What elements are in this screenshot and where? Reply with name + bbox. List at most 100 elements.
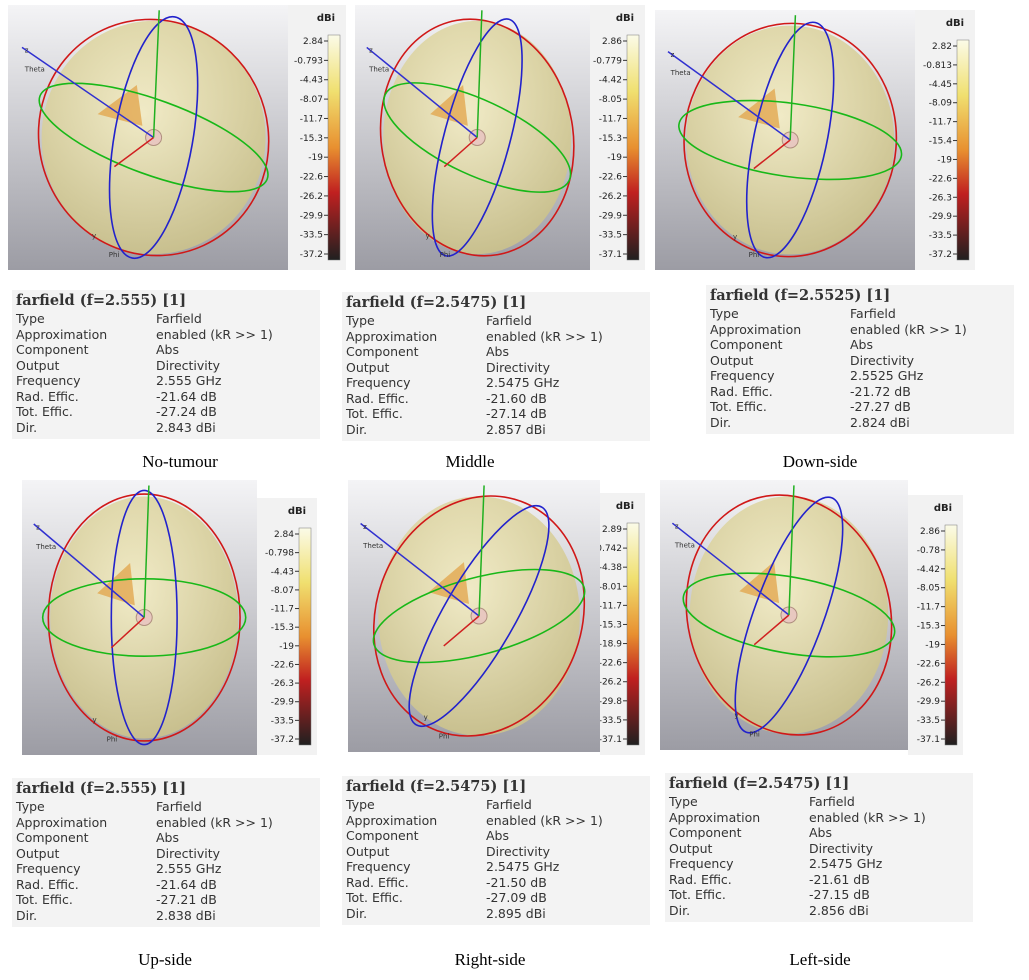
colorbar-tick-label: -8.09 xyxy=(929,99,953,109)
row-key: Tot. Effic. xyxy=(669,887,726,902)
table-row: Approximation enabled (kR >> 1) xyxy=(710,322,1010,338)
table-row: Approximation enabled (kR >> 1) xyxy=(16,815,316,831)
caption: Middle xyxy=(445,452,495,471)
table-row: Output Directivity xyxy=(16,846,316,862)
table-title: farfield (f=2.5475) [1] xyxy=(346,778,527,795)
green-ring xyxy=(682,572,896,658)
table-row: Output Directivity xyxy=(16,358,316,374)
axis-label: Theta xyxy=(35,543,56,551)
axis-label: z xyxy=(36,524,40,532)
row-key: Dir. xyxy=(710,414,732,430)
colorbar-tick-label: -29.8 xyxy=(600,697,622,707)
row-value: 2.555 GHz xyxy=(156,861,222,876)
row-value: Directivity xyxy=(486,843,551,859)
colorbar: dBi 2.86 -0.78 -4.42 -8.05 -11.7 -15.3 -19 -22.6… xyxy=(908,495,963,755)
red-ring xyxy=(372,495,586,737)
colorbar-tick-label: -11.7 xyxy=(917,603,940,613)
axis-label: Theta xyxy=(674,542,695,550)
table-row: Dir. 2.843 dBi xyxy=(16,420,316,436)
row-value: 2.5525 GHz xyxy=(850,368,924,383)
colorbar-tick-label: -33.5 xyxy=(599,231,622,241)
row-value: Farfield xyxy=(809,794,855,809)
colorbar-tick-label: -15.3 xyxy=(600,620,622,630)
colorbar-tick-label: -4.38 xyxy=(600,563,622,573)
row-value: enabled (kR >> 1) xyxy=(156,326,273,342)
colorbar-tick-label: -11.7 xyxy=(300,114,323,124)
colorbar-tick-label: -22.6 xyxy=(917,659,941,669)
farfield-plot: z Theta Phi y xyxy=(660,480,908,750)
colorbar: dBi 2.89 -0.742 -4.38 -8.01 -11.7 -15.3 -18.9 -2… xyxy=(600,493,645,755)
row-key: Frequency xyxy=(710,368,775,383)
colorbar-tick-label: -22.6 xyxy=(271,660,295,670)
axis-label: z xyxy=(675,523,679,531)
info-table: farfield (f=2.555) [1] Type Farfield Approx… xyxy=(12,290,320,439)
row-value: enabled (kR >> 1) xyxy=(850,321,967,337)
colorbar-tick-label: 2.84 xyxy=(303,37,323,47)
x-axis xyxy=(753,139,791,170)
table-title: farfield (f=2.5525) [1] xyxy=(710,287,891,304)
colorbar-tick-label: -11.7 xyxy=(600,601,622,611)
lobe xyxy=(738,88,780,129)
colorbar: dBi 2.82 -0.813 -4.45 -8.09 -11.7 -15.4 -19 -22.… xyxy=(915,10,975,270)
row-value: -27.09 dB xyxy=(486,890,547,905)
row-key: Type xyxy=(16,799,45,814)
colorbar-tick-label: -37.2 xyxy=(271,735,294,745)
colorbar-tick-label: -4.43 xyxy=(271,567,294,577)
row-value: -27.27 dB xyxy=(850,399,911,414)
row-value: 2.856 dBi xyxy=(809,902,869,918)
colorbar-tick-label: -4.43 xyxy=(300,76,323,86)
row-value: -27.24 dB xyxy=(156,404,217,419)
row-value: -21.60 dB xyxy=(486,390,547,406)
colorbar-tick-label: -37.2 xyxy=(300,250,323,260)
row-key: Type xyxy=(669,794,698,809)
colorbar-tick-label: -22.6 xyxy=(600,659,622,669)
row-value: -27.14 dB xyxy=(486,406,547,421)
row-key: Component xyxy=(16,342,89,357)
row-key: Frequency xyxy=(669,856,734,871)
red-ring xyxy=(683,22,898,258)
farfield-plot: z Theta Phi y xyxy=(8,5,288,270)
table-row: Output Directivity xyxy=(346,844,646,860)
row-value: enabled (kR >> 1) xyxy=(156,814,273,830)
row-key: Tot. Effic. xyxy=(16,404,73,419)
colorbar-tick-label: 2.89 xyxy=(602,525,622,535)
colorbar-tick-label: -11.7 xyxy=(271,605,294,615)
colorbar-bar xyxy=(626,34,640,261)
colorbar-tick-label: -33.5 xyxy=(300,231,323,241)
row-value: Directivity xyxy=(486,359,551,375)
axis-label: y xyxy=(424,713,428,721)
colorbar-tick-label: -37.2 xyxy=(929,250,952,260)
y-axis xyxy=(789,15,797,141)
row-key: Approximation xyxy=(346,812,438,828)
blue-ring xyxy=(734,496,844,734)
colorbar-tick-label: -26.3 xyxy=(929,193,952,203)
colorbar-tick-label: -4.42 xyxy=(917,565,940,575)
table-row: Rad. Effic. -21.61 dB xyxy=(669,872,969,888)
colorbar-unit: dBi xyxy=(317,13,335,24)
table-row: Type Farfield xyxy=(710,306,1010,322)
row-value: 2.895 dBi xyxy=(486,905,546,921)
row-key: Approximation xyxy=(710,321,802,337)
colorbar-tick-label: -4.42 xyxy=(599,76,622,86)
table-row: Component Abs xyxy=(346,344,646,360)
row-key: Component xyxy=(669,825,742,840)
row-value: Farfield xyxy=(486,797,532,812)
colorbar-tick-label: -33.5 xyxy=(917,716,940,726)
row-key: Component xyxy=(16,830,89,845)
table-row: Dir. 2.895 dBi xyxy=(346,906,646,922)
row-value: -27.15 dB xyxy=(809,887,870,902)
lobe xyxy=(430,85,468,126)
row-value: 2.5475 GHz xyxy=(809,856,883,871)
colorbar-tick-label: -11.7 xyxy=(929,118,952,128)
table-title: farfield (f=2.5475) [1] xyxy=(346,294,527,311)
info-table: farfield (f=2.5475) [1] Type Farfield Appro… xyxy=(342,292,650,441)
red-ring xyxy=(37,18,270,257)
table-row: Approximation enabled (kR >> 1) xyxy=(16,327,316,343)
table-row: Tot. Effic. -27.24 dB xyxy=(16,404,316,420)
row-value: 2.555 GHz xyxy=(156,373,222,388)
row-value: -21.50 dB xyxy=(486,874,547,890)
lobe xyxy=(428,562,469,605)
table-row: Component Abs xyxy=(346,828,646,844)
colorbar-tick-label: -15.3 xyxy=(917,622,940,632)
row-value: 2.843 dBi xyxy=(156,419,216,435)
